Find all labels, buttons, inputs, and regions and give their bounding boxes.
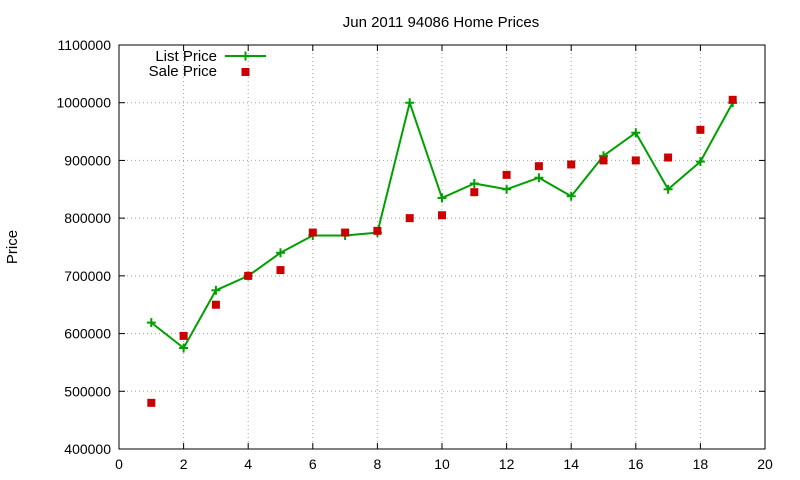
chart-title: Jun 2011 94086 Home Prices: [343, 14, 540, 31]
list-price-point: [663, 184, 673, 194]
sale-price-point: [534, 162, 543, 171]
y-tick-label: 700000: [64, 268, 111, 284]
plot-frame: [118, 44, 766, 450]
series-layer: [146, 95, 738, 407]
y-tick-label: 1100000: [58, 37, 112, 53]
y-tick-label: 400000: [64, 441, 111, 457]
sale-price-point: [179, 331, 188, 340]
x-tick-label: 8: [374, 456, 382, 472]
sale-price-point: [147, 398, 156, 407]
x-tick-label: 12: [499, 456, 515, 472]
y-tick-label: 600000: [64, 326, 111, 342]
list-price-point: [469, 179, 479, 189]
x-tick-label: 2: [180, 456, 188, 472]
sale-price-point: [664, 153, 673, 162]
x-tick-label: 0: [115, 456, 123, 472]
sale-price-point: [696, 125, 705, 134]
list-price-point: [631, 128, 641, 138]
y-tick-label: 900000: [64, 152, 111, 168]
sale-price-point: [599, 156, 608, 165]
list-price-point: [211, 285, 221, 295]
x-tick-label: 16: [628, 456, 644, 472]
list-price-point: [566, 191, 576, 201]
legend-marker-sale-price: [241, 68, 250, 76]
sale-price-point: [470, 188, 479, 197]
list-price-point: [276, 248, 285, 258]
list-price-point: [405, 98, 415, 108]
y-axis-label: Price: [4, 230, 21, 264]
legend-label-list-price: List Price: [155, 48, 217, 65]
list-price-point: [146, 318, 156, 328]
list-price-point: [695, 157, 705, 167]
sale-price-point: [341, 228, 350, 237]
x-tick-label: 6: [309, 456, 317, 472]
sale-price-point: [276, 266, 285, 275]
grid-layer: [119, 45, 765, 449]
list-price-point: [534, 173, 544, 183]
x-tick-label: 18: [693, 456, 709, 472]
sale-price-point: [438, 211, 446, 220]
tick-layer: 0 2 4 6 8 10 12 14 16 18 20 400000 500000 600000 70000…: [56, 37, 773, 472]
y-tick-label: 500000: [64, 383, 111, 399]
sale-price-point: [631, 156, 640, 165]
x-tick-label: 10: [434, 456, 450, 472]
list-price-point: [437, 193, 447, 203]
sale-price-point: [308, 228, 317, 237]
sale-price-point: [244, 271, 253, 280]
sale-price-point: [502, 170, 511, 179]
list-price-point: [502, 184, 512, 194]
y-tick-label: 1000000: [56, 95, 111, 111]
x-tick-label: 14: [563, 456, 579, 472]
sale-price-point: [405, 214, 414, 223]
legend-label-sale-price: Sale Price: [149, 63, 217, 80]
sale-price-point: [211, 300, 220, 309]
sale-price-point: [373, 226, 382, 235]
sale-price-point: [567, 160, 576, 169]
x-tick-label: 4: [244, 456, 252, 472]
list-price-point: [179, 343, 189, 353]
x-tick-label: 20: [757, 456, 773, 472]
y-tick-label: 800000: [64, 210, 111, 226]
sale-price-point: [728, 95, 737, 104]
